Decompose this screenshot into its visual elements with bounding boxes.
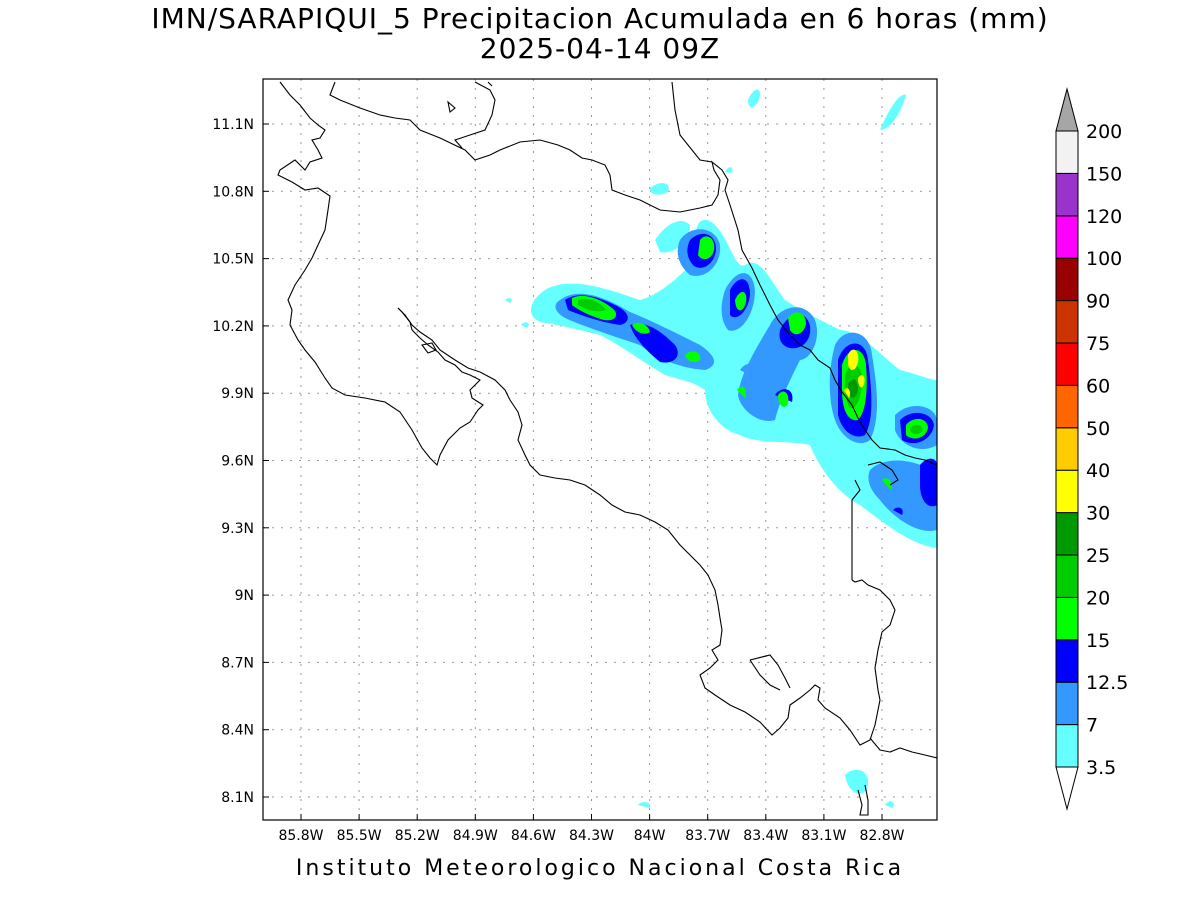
colorbar-low-triangle — [1055, 766, 1079, 811]
lon-label: 83.7W — [685, 828, 730, 844]
colorbar-label: 12.5 — [1086, 672, 1128, 694]
lat-label: 11.1N — [212, 117, 254, 133]
colorbar-label: 50 — [1086, 418, 1110, 440]
colorbar-label: 90 — [1086, 291, 1110, 313]
colorbar-label: 40 — [1086, 460, 1110, 482]
lon-label: 85.2W — [395, 828, 440, 844]
colorbar-label: 3.5 — [1086, 757, 1116, 779]
lat-label: 10.8N — [212, 184, 254, 200]
lat-label: 9N — [235, 588, 254, 604]
colorbar-segment — [1055, 300, 1079, 344]
lat-label: 10.5N — [212, 252, 254, 268]
colorbar-label: 60 — [1086, 375, 1110, 397]
longitude-labels: 85.8W 85.5W 85.2W 84.9W 84.6W 84.3W 84W 83.7W 83… — [278, 814, 905, 844]
colorbar-segment — [1055, 384, 1079, 429]
lat-label: 9.3N — [221, 521, 254, 537]
map-frame — [262, 78, 938, 821]
colorbar-label: 120 — [1086, 206, 1122, 228]
lon-label: 84W — [634, 828, 666, 844]
colorbar-segment — [1055, 554, 1079, 598]
colorbar-label: 75 — [1086, 333, 1110, 355]
lat-label: 8.7N — [221, 655, 254, 671]
colorbar-segment — [1055, 342, 1079, 386]
colorbar-segment — [1055, 130, 1079, 174]
colorbar-label: 100 — [1086, 248, 1122, 270]
colorbar-label: 15 — [1086, 630, 1110, 652]
colorbar-label: 200 — [1086, 121, 1122, 143]
lon-label: 85.5W — [337, 828, 382, 844]
colorbar-segment — [1055, 172, 1079, 217]
colorbar-segment — [1055, 215, 1079, 259]
latitude-labels: 11.1N 10.8N 10.5N 10.2N 9.9N 9.6N 9.3N 9N 8.7N 8.… — [212, 117, 269, 806]
map-datetime: 2025-04-14 09Z — [479, 32, 721, 65]
colorbar-segment — [1055, 596, 1079, 641]
colorbar-label: 7 — [1086, 715, 1098, 737]
lon-label: 83.4W — [743, 828, 788, 844]
colorbar-high-triangle — [1055, 87, 1079, 132]
colorbar-segment — [1055, 512, 1079, 556]
colorbar-segment — [1055, 681, 1079, 726]
colorbar-label: 25 — [1086, 545, 1110, 567]
colorbar-label: 150 — [1086, 163, 1122, 185]
precipitation-colorbar: 3.5 7 12.5 15 20 25 30 40 50 60 75 90 100 120 150 200 — [1055, 87, 1128, 811]
institution-credit: Instituto Meteorologico Nacional Costa R… — [295, 856, 905, 881]
lon-label: 84.6W — [511, 828, 556, 844]
lat-label: 8.4N — [221, 723, 254, 739]
lat-label: 9.9N — [221, 386, 254, 402]
lon-label: 84.9W — [453, 828, 498, 844]
lat-label: 8.1N — [221, 790, 254, 806]
lon-label: 82.8W — [859, 828, 904, 844]
lon-label: 85.8W — [278, 828, 323, 844]
colorbar-segment — [1055, 427, 1079, 471]
map-title: IMN/SARAPIQUI_5 Precipitacion Acumulada … — [151, 2, 1049, 35]
precipitation-shading — [505, 89, 937, 808]
lon-label: 83.1W — [801, 828, 846, 844]
colorbar-segment — [1055, 469, 1079, 514]
coastline-borders — [277, 81, 937, 816]
colorbar-segment — [1055, 257, 1079, 302]
colorbar-segment — [1055, 724, 1079, 768]
colorbar-label: 20 — [1086, 587, 1110, 609]
lon-label: 84.3W — [569, 828, 614, 844]
lat-label: 10.2N — [212, 319, 254, 335]
colorbar-segment — [1055, 639, 1079, 683]
colorbar-label: 30 — [1086, 503, 1110, 525]
lat-label: 9.6N — [221, 454, 254, 470]
